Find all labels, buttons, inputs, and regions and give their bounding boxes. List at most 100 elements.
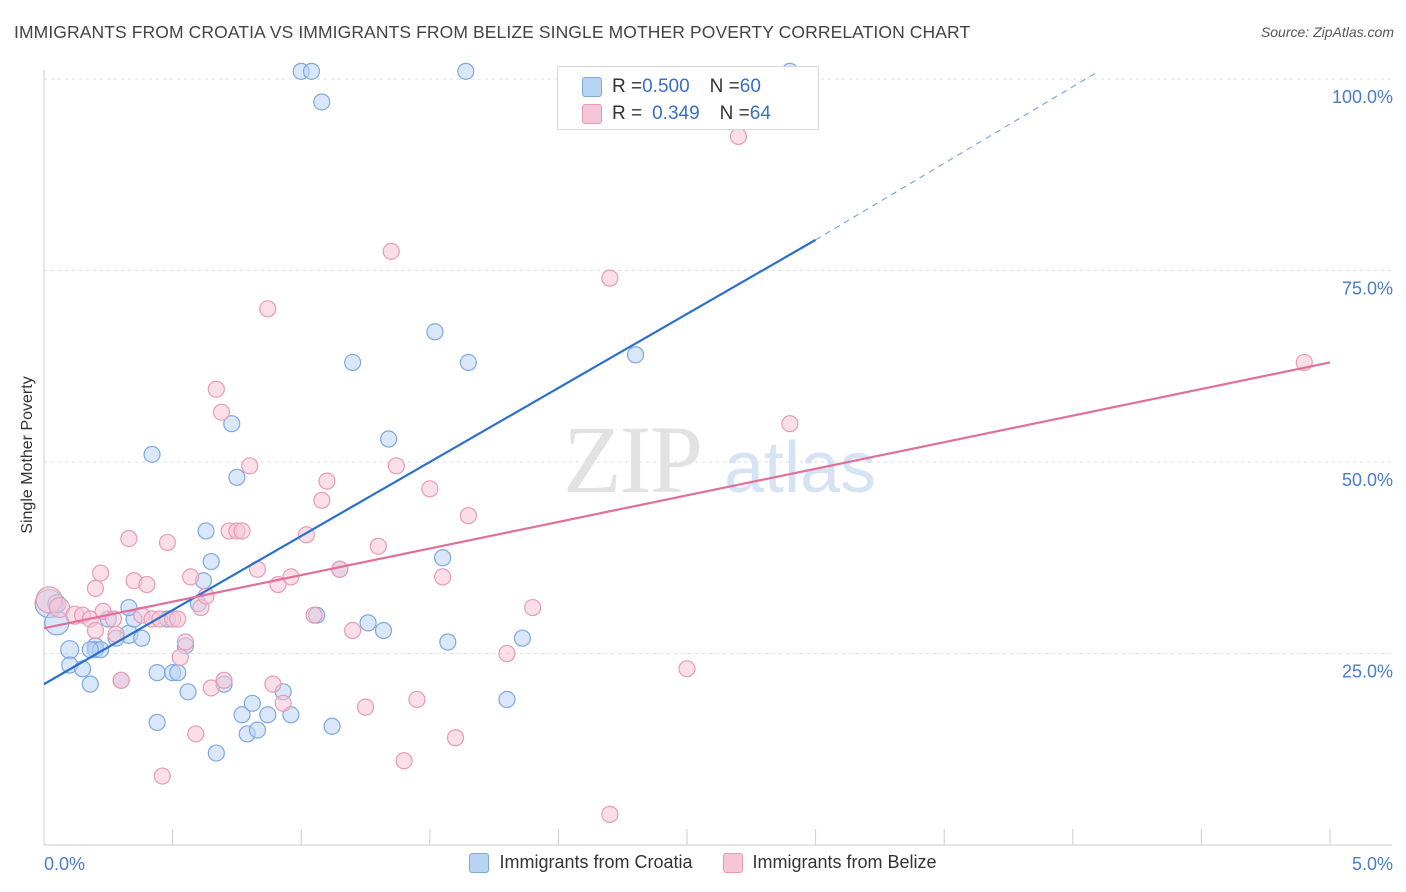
data-point-croatia — [143, 445, 161, 463]
data-point-belize — [86, 579, 105, 597]
data-point-belize — [202, 679, 220, 697]
data-point-croatia — [233, 706, 251, 724]
data-point-croatia — [197, 522, 215, 540]
n-label: N = — [719, 103, 750, 124]
data-point-belize — [356, 698, 375, 716]
trendline-belize — [43, 361, 1331, 630]
watermark-zip: ZIP — [563, 406, 701, 513]
data-point-croatia — [359, 614, 377, 632]
data-point-croatia — [344, 353, 362, 372]
chart-title: IMMIGRANTS FROM CROATIA VS IMMIGRANTS FR… — [14, 22, 971, 42]
data-point-belize — [781, 415, 799, 433]
data-point-belize — [344, 621, 362, 640]
data-point-croatia — [228, 468, 246, 486]
data-point-belize — [259, 300, 277, 318]
data-point-belize — [434, 568, 452, 586]
legend-label-belize: Immigrants from Belize — [752, 852, 937, 872]
data-point-belize — [395, 752, 413, 770]
swatch-belize — [582, 104, 602, 124]
data-point-croatia — [223, 415, 241, 433]
data-point-belize — [233, 522, 251, 540]
data-point-croatia — [259, 706, 277, 724]
data-point-croatia — [148, 713, 166, 732]
stats-row-croatia: R = 0.500 N = 60 — [582, 74, 761, 100]
r-label: R = — [612, 103, 643, 124]
data-point-belize — [120, 529, 138, 548]
data-point-croatia — [323, 717, 341, 735]
data-point-belize — [318, 472, 336, 490]
data-point-belize — [86, 621, 105, 640]
data-point-belize — [498, 644, 516, 663]
data-point-belize — [313, 491, 331, 509]
data-point-belize — [382, 242, 400, 260]
data-point-belize — [387, 457, 405, 475]
data-point-belize — [241, 457, 259, 475]
data-point-belize — [421, 480, 439, 498]
legend-item-croatia[interactable]: Immigrants from Croatia — [469, 852, 693, 873]
trendline-croatia-extension — [815, 70, 1099, 241]
data-point-belize — [274, 694, 292, 712]
data-point-belize — [729, 127, 748, 146]
x-tick-label: 5.0% — [1352, 854, 1393, 874]
y-tick-label: 100.0% — [1332, 87, 1393, 107]
data-point-croatia — [374, 621, 393, 640]
data-point-belize — [91, 564, 110, 582]
data-point-belize — [158, 533, 177, 552]
data-point-croatia — [426, 323, 444, 341]
source-credit: Source: ZipAtlas.com — [1260, 24, 1394, 40]
data-point-belize — [408, 690, 426, 709]
data-point-croatia — [243, 694, 261, 712]
data-point-belize — [264, 675, 282, 693]
data-point-belize — [678, 660, 696, 678]
data-point-belize — [169, 610, 187, 628]
series-legend: Immigrants from Croatia Immigrants from … — [0, 852, 1406, 873]
data-point-croatia — [457, 62, 475, 80]
data-point-croatia — [148, 664, 166, 682]
data-point-belize — [187, 725, 205, 743]
data-point-croatia — [626, 346, 645, 364]
data-point-belize — [182, 568, 200, 586]
data-point-belize — [601, 805, 619, 823]
data-point-croatia — [439, 633, 457, 651]
y-tick-label: 75.0% — [1342, 279, 1393, 299]
data-point-croatia — [313, 93, 331, 111]
legend-swatch-belize — [722, 852, 743, 873]
data-point-belize — [153, 767, 171, 785]
r-value-croatia: 0.500 — [642, 76, 690, 97]
y-tick-label: 50.0% — [1342, 470, 1393, 490]
data-point-croatia — [133, 629, 151, 647]
data-point-croatia — [248, 721, 267, 739]
data-point-croatia — [202, 552, 220, 571]
axes-layer — [43, 70, 1392, 846]
data-point-croatia — [498, 690, 516, 709]
data-point-croatia — [434, 549, 452, 567]
points-layer — [34, 62, 1313, 823]
data-point-belize — [176, 633, 195, 651]
data-point-croatia — [81, 675, 99, 693]
legend-swatch-croatia — [469, 852, 490, 873]
data-point-belize — [207, 380, 225, 398]
stats-legend: R = 0.500 N = 60 R = 0.349 N = 64 — [557, 66, 819, 130]
r-value-belize: 0.349 — [652, 103, 700, 124]
swatch-croatia — [582, 77, 602, 97]
data-point-croatia — [302, 62, 321, 80]
y-tick-label: 25.0% — [1342, 662, 1393, 682]
data-point-belize — [369, 537, 387, 555]
data-point-belize — [138, 575, 156, 594]
trendline-croatia — [43, 238, 817, 686]
trend-layer — [43, 70, 1331, 686]
watermark-atlas: atlas — [724, 428, 876, 508]
legend-label-croatia: Immigrants from Croatia — [499, 852, 693, 872]
data-point-croatia — [459, 353, 477, 372]
ticks-layer: 25.0% 50.0% 75.0% 100.0% 0.0% 5.0% — [44, 87, 1393, 874]
x-tick-label: 0.0% — [44, 854, 85, 874]
n-label: N = — [709, 76, 740, 97]
data-point-croatia — [169, 664, 187, 682]
n-value-belize: 64 — [749, 103, 771, 124]
n-value-croatia: 60 — [739, 76, 761, 97]
legend-item-belize[interactable]: Immigrants from Belize — [722, 852, 937, 873]
data-point-belize — [212, 403, 231, 421]
stats-row-belize: R = 0.349 N = 64 — [582, 101, 771, 127]
y-axis-label: Single Mother Poverty — [19, 376, 36, 534]
